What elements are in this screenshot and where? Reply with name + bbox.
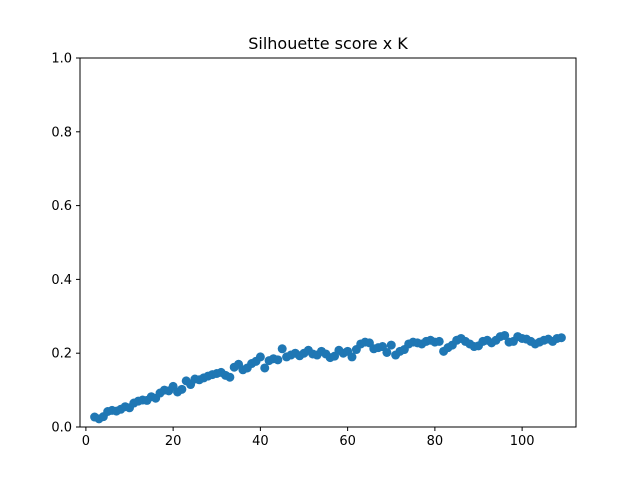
y-tick-label: 0.6 (51, 199, 72, 214)
data-point (347, 352, 357, 362)
data-points (90, 330, 566, 424)
x-tick-label: 60 (339, 434, 356, 449)
plot-frame (79, 57, 577, 428)
x-tick-label: 20 (165, 434, 182, 449)
data-point (434, 336, 444, 346)
y-tick-label: 0.4 (51, 273, 72, 288)
y-tick-label: 1.0 (51, 52, 72, 67)
y-tick-label: 0.0 (51, 421, 72, 436)
data-point (556, 333, 566, 343)
data-point (382, 347, 392, 357)
x-tick-label: 40 (252, 434, 269, 449)
x-axis-ticks: 0 20 40 60 80 100 (82, 427, 535, 449)
data-point (260, 363, 270, 373)
y-axis-ticks: 0.0 0.2 0.4 0.6 0.8 1.0 (51, 52, 80, 436)
x-tick-label: 100 (510, 434, 535, 449)
x-tick-label: 0 (82, 434, 90, 449)
chart-title: Silhouette score x K (248, 34, 408, 53)
y-tick-label: 0.2 (51, 347, 72, 362)
data-point (225, 372, 235, 382)
y-tick-label: 0.8 (51, 125, 72, 140)
data-point (500, 330, 510, 340)
data-point (386, 340, 396, 350)
data-point (255, 352, 265, 362)
x-tick-label: 80 (427, 434, 444, 449)
data-point (177, 384, 187, 394)
data-point (277, 344, 287, 354)
data-point (273, 355, 283, 365)
